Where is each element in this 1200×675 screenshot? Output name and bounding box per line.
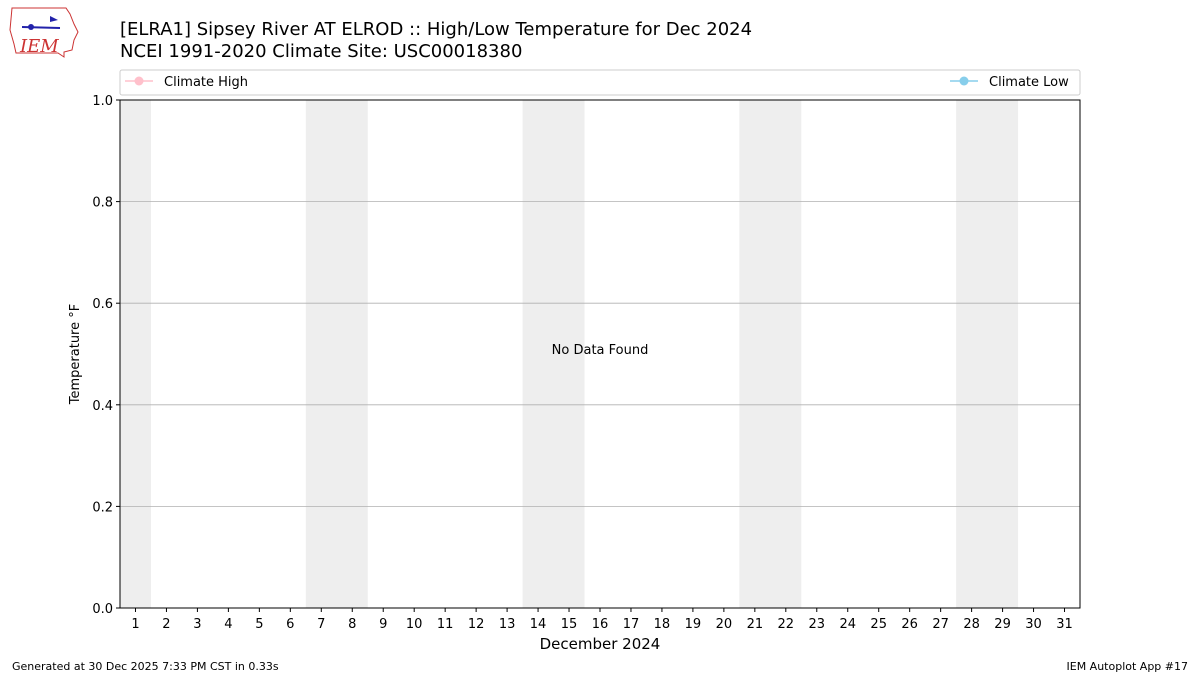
weekend-band xyxy=(522,100,585,608)
legend-label: Climate Low xyxy=(989,75,1069,90)
x-tick-label: 5 xyxy=(255,617,263,632)
x-tick-label: 29 xyxy=(994,617,1011,632)
x-tick-label: 3 xyxy=(193,617,201,632)
x-tick-label: 25 xyxy=(870,617,887,632)
x-tick-label: 8 xyxy=(348,617,356,632)
x-tick-label: 1 xyxy=(131,617,139,632)
x-tick-label: 7 xyxy=(317,617,325,632)
weekend-band xyxy=(739,100,802,608)
x-tick-label: 14 xyxy=(530,617,547,632)
weekend-band xyxy=(305,100,368,608)
x-tick-label: 6 xyxy=(286,617,294,632)
legend-box xyxy=(119,69,1081,96)
x-tick-label: 16 xyxy=(592,617,609,632)
x-tick-label: 18 xyxy=(654,617,671,632)
x-tick-label: 2 xyxy=(162,617,170,632)
logo: IEM xyxy=(9,7,79,58)
chart-subtitle: NCEI 1991-2020 Climate Site: USC00018380 xyxy=(120,41,522,62)
legend-marker xyxy=(959,76,969,86)
x-tick-label: 15 xyxy=(561,617,578,632)
legend-marker xyxy=(134,76,144,86)
x-tick-label: 27 xyxy=(932,617,949,632)
weekend-band xyxy=(956,100,1019,608)
x-tick-label: 28 xyxy=(963,617,980,632)
x-tick-label: 24 xyxy=(839,617,856,632)
x-tick-label: 19 xyxy=(685,617,702,632)
logo-text: IEM xyxy=(19,36,59,57)
x-tick-label: 20 xyxy=(716,617,733,632)
x-tick-label: 17 xyxy=(623,617,640,632)
y-axis-label: Temperature °F xyxy=(68,304,83,405)
footer-left: Generated at 30 Dec 2025 7:33 PM CST in … xyxy=(12,660,279,673)
x-tick-label: 10 xyxy=(406,617,423,632)
x-tick-label: 26 xyxy=(901,617,918,632)
plot-frame xyxy=(119,99,1081,609)
x-tick-label: 4 xyxy=(224,617,232,632)
legend-label: Climate High xyxy=(164,75,248,90)
x-tick-label: 22 xyxy=(778,617,795,632)
y-tick-label: 0.8 xyxy=(92,196,113,211)
x-tick-label: 11 xyxy=(437,617,454,632)
x-tick-label: 9 xyxy=(379,617,387,632)
y-tick-label: 0.4 xyxy=(92,399,113,414)
x-tick-label: 12 xyxy=(468,617,485,632)
x-tick-label: 23 xyxy=(809,617,826,632)
annotation: No Data Found xyxy=(552,343,649,358)
y-tick-label: 0.2 xyxy=(92,500,113,515)
y-tick-label: 0.6 xyxy=(92,297,113,312)
y-tick-label: 0.0 xyxy=(92,602,113,617)
x-tick-label: 31 xyxy=(1056,617,1073,632)
y-tick-label: 1.0 xyxy=(92,94,113,109)
weekend-band xyxy=(120,100,151,608)
x-tick-label: 13 xyxy=(499,617,516,632)
x-tick-label: 30 xyxy=(1025,617,1042,632)
x-axis-label: December 2024 xyxy=(540,635,661,653)
chart-title: [ELRA1] Sipsey River AT ELROD :: High/Lo… xyxy=(120,19,752,40)
x-tick-label: 21 xyxy=(747,617,764,632)
footer-right: IEM Autoplot App #17 xyxy=(1067,660,1189,673)
